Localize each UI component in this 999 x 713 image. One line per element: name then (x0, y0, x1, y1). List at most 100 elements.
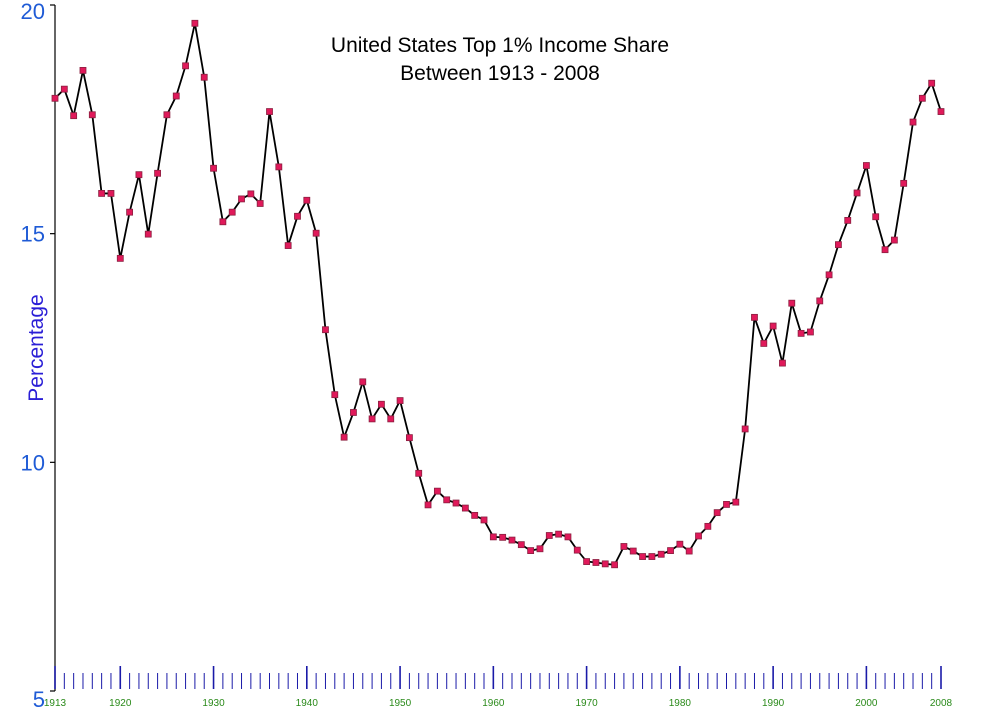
data-point-marker (918, 94, 926, 102)
data-point-marker (676, 540, 684, 548)
data-point-marker (769, 322, 777, 330)
x-tick-label: 1913 (44, 698, 67, 709)
data-point-marker (322, 326, 329, 334)
data-point-marker (433, 487, 441, 495)
data-point-marker (88, 111, 96, 119)
data-point-marker (741, 425, 749, 433)
data-point-marker (648, 553, 656, 560)
data-point-marker (266, 108, 273, 115)
x-tick-label: 1990 (762, 698, 785, 709)
chart-title-line-1: United States Top 1% Income Share (331, 34, 669, 57)
data-point-marker (126, 208, 134, 216)
data-point-marker (900, 179, 908, 187)
data-point-marker (536, 545, 544, 553)
data-point-marker (592, 559, 600, 566)
data-point-marker (890, 236, 898, 244)
data-point-marker (732, 498, 740, 506)
y-tick-label: 15 (21, 222, 45, 247)
data-point-marker (98, 190, 106, 197)
data-point-marker (405, 434, 413, 442)
data-point-marker (601, 560, 609, 568)
chart-title-line-2: Between 1913 - 2008 (400, 62, 600, 85)
data-point-marker (881, 246, 889, 254)
data-point-marker (163, 111, 171, 119)
x-tick-label: 1950 (389, 698, 412, 709)
data-point-marker (350, 409, 357, 416)
data-point-marker (667, 547, 674, 554)
data-point-marker (247, 190, 255, 198)
data-point-marker (517, 541, 525, 549)
data-point-marker (415, 469, 423, 477)
data-point-marker (60, 85, 68, 93)
data-point-marker (70, 112, 78, 120)
data-point-marker (499, 533, 507, 541)
data-point-marker (751, 313, 758, 321)
data-point-marker (816, 297, 824, 305)
data-point-marker (928, 79, 936, 87)
data-point-marker (555, 530, 563, 538)
data-point-marker (639, 553, 646, 560)
data-point-marker (51, 94, 59, 102)
data-point-marker (275, 163, 283, 171)
data-point-marker (228, 208, 236, 216)
data-point-marker (378, 400, 385, 408)
data-point-marker (256, 200, 264, 207)
data-point-marker (583, 558, 590, 565)
data-point-marker (779, 359, 786, 367)
data-point-marker (685, 547, 693, 555)
data-point-marker (396, 397, 404, 404)
data-point-marker (116, 254, 124, 262)
x-tick-label: 1940 (296, 698, 319, 709)
data-point-marker (359, 378, 367, 386)
data-point-marker (144, 230, 152, 238)
data-point-marker (695, 532, 702, 540)
data-point-marker (611, 561, 618, 569)
data-point-marker (182, 62, 189, 70)
x-tick-label: 2008 (930, 698, 953, 709)
data-point-marker (573, 546, 581, 554)
data-point-marker (835, 241, 842, 249)
data-point-marker (788, 299, 796, 307)
data-point-marker (657, 550, 665, 558)
data-point-marker (331, 391, 339, 399)
data-point-marker (387, 415, 395, 423)
data-point-marker (862, 162, 870, 169)
data-point-marker (508, 536, 516, 544)
data-point-marker (909, 118, 917, 126)
data-point-marker (807, 328, 814, 336)
data-point-marker (340, 433, 348, 441)
data-point-marker (191, 19, 199, 27)
x-axis-ticks: 1913 1920 1930 1940 1950 1960 1970 1980 1990 2000… (44, 666, 953, 709)
data-point-marker (312, 229, 320, 237)
data-point-marker (79, 66, 87, 74)
x-tick-label: 1970 (575, 698, 598, 709)
data-point-marker (443, 496, 451, 504)
data-point-marker (527, 547, 535, 554)
data-point-marker (107, 190, 115, 197)
y-tick-label: 10 (21, 450, 45, 475)
y-axis-label: Percentage (25, 294, 48, 401)
y-axis-ticks: 5 10 15 20 (21, 0, 55, 712)
data-point-marker (219, 218, 227, 226)
data-point-marker (172, 92, 180, 100)
data-point-marker (872, 213, 880, 221)
data-point-marker (825, 271, 833, 279)
data-point-marker (760, 340, 768, 347)
data-point-marker (853, 189, 861, 197)
data-point-marker (489, 533, 497, 541)
chart-title: United States Top 1% Income Share Betwee… (331, 34, 669, 85)
data-point-marker (238, 195, 245, 203)
data-point-marker (844, 217, 852, 224)
data-point-marker (303, 196, 311, 204)
data-point-marker (545, 532, 553, 539)
data-point-marker (200, 73, 208, 81)
data-point-marker (629, 547, 637, 555)
data-point-marker (135, 171, 143, 179)
x-tick-label: 1920 (109, 698, 132, 709)
x-tick-label: 1960 (482, 698, 505, 709)
data-point-marker (564, 533, 572, 541)
x-tick-label: 1930 (202, 698, 225, 709)
data-point-marker (284, 242, 292, 249)
data-point-marker (461, 504, 469, 512)
